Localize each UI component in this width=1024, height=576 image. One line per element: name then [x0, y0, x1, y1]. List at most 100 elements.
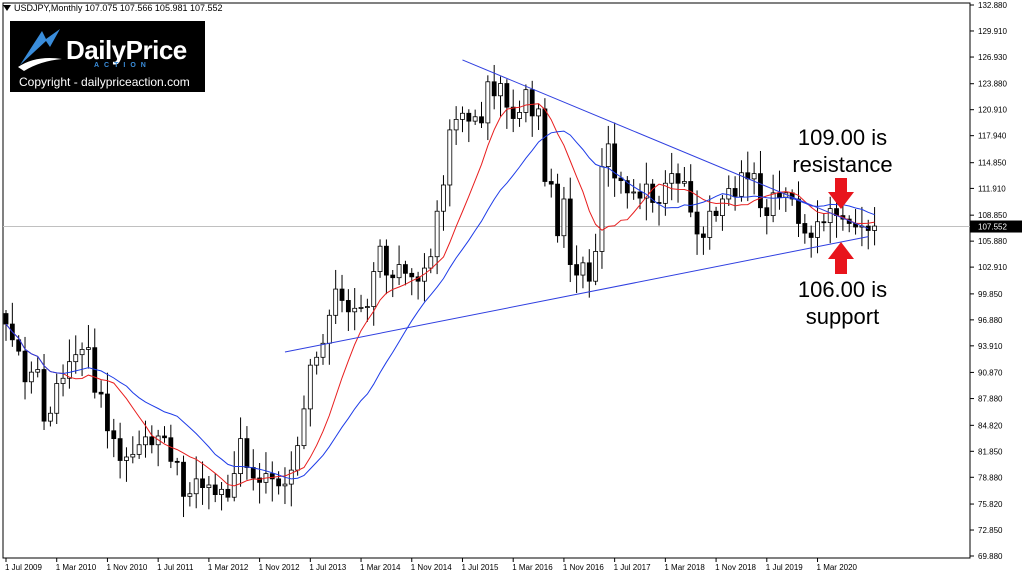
dropdown-triangle-icon[interactable] — [3, 5, 11, 11]
x-tick-label: 1 Mar 2012 — [208, 563, 249, 572]
candle-body — [751, 173, 757, 180]
x-tick-label: 1 Nov 2018 — [715, 563, 756, 572]
y-tick-label: 102.910 — [978, 263, 1007, 272]
candle-body — [599, 166, 605, 252]
y-tick-label: 75.820 — [978, 500, 1003, 509]
candle-body — [453, 118, 459, 131]
candle-body — [390, 274, 396, 279]
candle-body — [136, 444, 142, 455]
candle-body — [60, 377, 66, 384]
candle-body — [758, 173, 763, 209]
candle-body — [739, 172, 744, 197]
candle-body — [326, 314, 332, 344]
resistance-trendline — [462, 59, 869, 230]
candle-body — [567, 198, 573, 265]
y-tick-label: 132.880 — [978, 1, 1007, 10]
candle-body — [358, 307, 364, 309]
y-tick-label: 105.880 — [978, 237, 1007, 246]
candle-body — [504, 83, 510, 108]
x-tick-label: 1 Mar 2016 — [512, 563, 553, 572]
y-tick-label: 111.910 — [978, 184, 1006, 193]
candle-body — [707, 210, 713, 238]
candle-body — [124, 456, 129, 461]
candle-body — [314, 356, 320, 366]
candle-body — [269, 473, 275, 480]
y-tick-label: 96.880 — [978, 316, 1003, 325]
x-tick-label: 1 Nov 2014 — [411, 563, 452, 572]
candle-body — [713, 210, 719, 217]
candle-body — [770, 192, 776, 217]
current-price-label: 107.552 — [978, 223, 1007, 232]
y-tick-label: 123.880 — [978, 80, 1007, 89]
ma-blue-line — [5, 130, 875, 480]
y-tick-label: 81.850 — [978, 447, 1003, 456]
candle-body — [612, 143, 618, 179]
candle-body — [624, 180, 630, 194]
candle-body — [555, 183, 560, 237]
candle-body — [409, 272, 415, 278]
candle-body — [98, 391, 104, 395]
candle-body — [498, 83, 503, 97]
candle-body — [187, 493, 193, 497]
candle-body — [288, 469, 294, 485]
candle-body — [605, 143, 611, 168]
candle-body — [200, 478, 205, 489]
candle-body — [694, 211, 700, 235]
logo-copyright: Copyright - dailypriceaction.com — [19, 75, 190, 89]
candle-body — [662, 182, 668, 204]
logo-brand: DailyPrice — [66, 35, 187, 65]
candle-body — [485, 81, 491, 124]
candle-body — [827, 208, 833, 224]
support-annotation: 106.00 is support — [770, 276, 915, 330]
logo-sub: ACTION — [94, 62, 151, 69]
candle-body — [688, 181, 694, 213]
candle-body — [447, 129, 453, 186]
candle-body — [333, 288, 339, 316]
x-tick-label: 1 Jul 2017 — [614, 563, 651, 572]
candle-body — [764, 207, 770, 217]
candle-body — [111, 430, 117, 440]
x-tick-label: 1 Jul 2011 — [157, 563, 194, 572]
resistance-arrow-icon — [828, 178, 854, 209]
candle-body — [35, 369, 41, 373]
candle-body — [720, 198, 725, 217]
candle-body — [352, 307, 358, 313]
candle-body — [491, 81, 497, 97]
support-line-2: support — [805, 304, 880, 329]
candle-body — [301, 408, 307, 447]
candle-body — [428, 256, 434, 269]
candle-body — [542, 108, 548, 182]
candle-body — [339, 288, 345, 301]
candle-body — [777, 192, 782, 198]
candle-body — [257, 477, 263, 483]
candle-body — [47, 412, 53, 422]
y-tick-label: 117.940 — [978, 132, 1007, 141]
x-tick-label: 1 Jul 2013 — [309, 563, 346, 572]
candle-body — [320, 342, 326, 358]
candle-body — [206, 484, 212, 489]
candle-body — [510, 106, 516, 119]
candle-body — [821, 221, 827, 224]
candle-body — [174, 460, 180, 463]
candle-body — [143, 436, 148, 446]
candle-body — [162, 435, 167, 439]
candle-body — [815, 221, 820, 238]
candle-body — [212, 484, 218, 496]
candle-body — [536, 108, 541, 117]
candle-body — [377, 245, 383, 272]
candle-body — [28, 371, 34, 383]
candle-body — [117, 438, 123, 461]
resistance-line-2: resistance — [792, 152, 893, 177]
current-price-box — [970, 220, 1022, 233]
candle-body — [307, 364, 313, 410]
candle-body — [250, 467, 256, 479]
candle-body — [631, 191, 637, 194]
candle-body — [529, 89, 535, 117]
candle-body — [219, 488, 224, 496]
candle-body — [364, 306, 370, 308]
candle-body — [574, 264, 579, 276]
x-tick-label: 1 Mar 2014 — [360, 563, 401, 572]
candle-body — [41, 369, 47, 422]
candle-body — [73, 354, 79, 363]
